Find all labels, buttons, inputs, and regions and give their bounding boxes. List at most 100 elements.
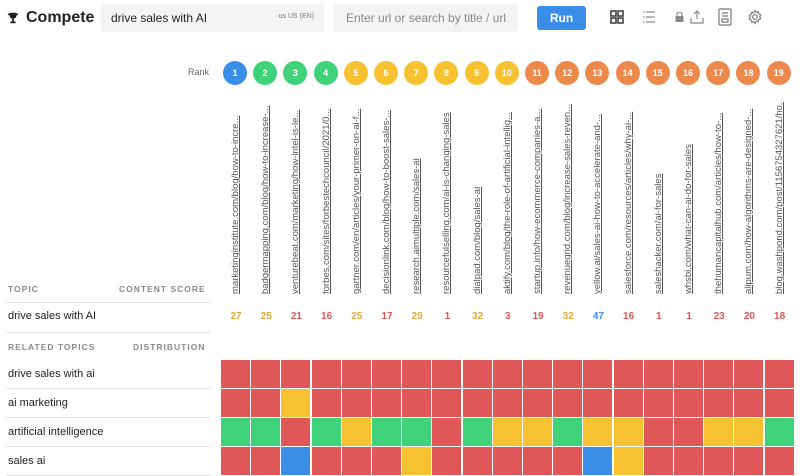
- distribution-cell[interactable]: [613, 360, 643, 388]
- rank-circle[interactable]: 10: [494, 61, 519, 85]
- distribution-cell[interactable]: [523, 360, 552, 388]
- distribution-cell[interactable]: [492, 389, 522, 417]
- distribution-cell[interactable]: [311, 418, 341, 446]
- distribution-cell[interactable]: [432, 418, 462, 446]
- rank-circle[interactable]: 11: [525, 61, 549, 85]
- export-icon[interactable]: [690, 8, 704, 26]
- distribution-cell[interactable]: [734, 389, 764, 417]
- result-url-link[interactable]: blog.washpond.com/post/1156754327621/ho.…: [773, 102, 785, 294]
- rank-circle[interactable]: 15: [645, 61, 670, 85]
- distribution-cell[interactable]: [734, 447, 764, 475]
- distribution-cell[interactable]: [341, 389, 371, 417]
- distribution-cell[interactable]: [553, 418, 583, 446]
- distribution-cell[interactable]: [221, 389, 250, 417]
- content-score-header[interactable]: CONTENT SCORE: [119, 284, 206, 294]
- result-url-link[interactable]: gartner.com/en/articles/your-primer-on-a…: [350, 108, 362, 294]
- distribution-cell[interactable]: [462, 389, 492, 417]
- distribution-cell[interactable]: [311, 360, 341, 388]
- distribution-cell[interactable]: [281, 389, 311, 417]
- distribution-cell[interactable]: [492, 418, 522, 446]
- distribution-cell[interactable]: [643, 447, 673, 475]
- distribution-cell[interactable]: [402, 418, 432, 446]
- distribution-cell[interactable]: [372, 418, 401, 446]
- locale-selector[interactable]: us US (EN): [278, 13, 314, 20]
- distribution-cell[interactable]: [372, 447, 401, 475]
- rank-circle[interactable]: 8: [434, 61, 459, 85]
- distribution-cell[interactable]: [432, 447, 462, 475]
- result-url-link[interactable]: saleshacker.com/ai-for-sales: [652, 173, 664, 294]
- distribution-cell[interactable]: [341, 360, 371, 388]
- grid-view-icon[interactable]: [610, 8, 624, 26]
- rank-circle[interactable]: 16: [676, 61, 700, 85]
- settings-icon[interactable]: [747, 8, 763, 26]
- result-url-link[interactable]: venturebeat.com/marketing/how-intel-is-l…: [290, 109, 302, 294]
- rank-circle[interactable]: 19: [766, 61, 791, 85]
- url-search-input[interactable]: [344, 10, 518, 26]
- result-url-link[interactable]: dialpad.com/blog/sales-ai: [471, 186, 483, 294]
- distribution-cell[interactable]: [764, 360, 794, 388]
- distribution-cell[interactable]: [462, 418, 492, 446]
- distribution-cell[interactable]: [341, 447, 371, 475]
- rank-circle[interactable]: 12: [555, 61, 580, 85]
- result-url-link[interactable]: aktify.com/blog/the-role-of-artificial-i…: [501, 112, 513, 294]
- rank-circle[interactable]: 4: [313, 61, 338, 85]
- distribution-cell[interactable]: [523, 389, 552, 417]
- distribution-cell[interactable]: [674, 360, 703, 388]
- distribution-cell[interactable]: [643, 360, 673, 388]
- distribution-cell[interactable]: [674, 447, 703, 475]
- distribution-cell[interactable]: [462, 360, 492, 388]
- url-search-field[interactable]: [334, 4, 518, 32]
- rank-circle[interactable]: 13: [585, 61, 610, 85]
- rank-circle[interactable]: 7: [404, 61, 429, 85]
- distribution-cell[interactable]: [221, 447, 250, 475]
- rank-circle[interactable]: 5: [343, 61, 368, 85]
- result-url-link[interactable]: badgermapping.com/blog/how-to-increase-.…: [260, 105, 272, 294]
- distribution-cell[interactable]: [402, 447, 432, 475]
- result-url-link[interactable]: forbes.com/sites/forbestechcouncil/2021/…: [320, 108, 332, 294]
- distribution-cell[interactable]: [613, 389, 643, 417]
- distribution-cell[interactable]: [583, 447, 613, 475]
- distribution-cell[interactable]: [583, 360, 613, 388]
- result-url-link[interactable]: revenuegrid.com/blog/increase-sales-reve…: [562, 103, 574, 294]
- distribution-cell[interactable]: [311, 447, 341, 475]
- distribution-cell[interactable]: [734, 418, 764, 446]
- distribution-cell[interactable]: [251, 360, 281, 388]
- distribution-header[interactable]: DISTRIBUTION: [133, 342, 206, 352]
- distribution-cell[interactable]: [734, 360, 764, 388]
- rank-circle[interactable]: 9: [464, 61, 489, 85]
- run-button[interactable]: Run: [537, 6, 586, 30]
- distribution-cell[interactable]: [523, 447, 552, 475]
- result-url-link[interactable]: yellow.ai/sales-ai-how-to-accelerate-and…: [592, 113, 604, 294]
- rank-circle[interactable]: 17: [706, 61, 731, 85]
- distribution-cell[interactable]: [462, 447, 492, 475]
- distribution-cell[interactable]: [613, 447, 643, 475]
- distribution-cell[interactable]: [372, 389, 401, 417]
- rank-circle[interactable]: 1: [223, 61, 247, 85]
- rank-circle[interactable]: 3: [283, 61, 308, 85]
- result-url-link[interactable]: salesforce.com/resources/articles/why-ai…: [622, 111, 634, 294]
- distribution-cell[interactable]: [674, 418, 703, 446]
- distribution-cell[interactable]: [704, 389, 734, 417]
- rank-circle[interactable]: 6: [374, 61, 398, 85]
- distribution-cell[interactable]: [583, 418, 613, 446]
- distribution-cell[interactable]: [613, 418, 643, 446]
- distribution-cell[interactable]: [251, 447, 281, 475]
- result-url-link[interactable]: startup.info/how-ecommerce-companies-a..…: [532, 108, 543, 294]
- distribution-cell[interactable]: [553, 360, 583, 388]
- rank-circle[interactable]: 14: [615, 61, 640, 85]
- distribution-cell[interactable]: [764, 418, 794, 446]
- distribution-cell[interactable]: [764, 447, 794, 475]
- distribution-cell[interactable]: [402, 360, 432, 388]
- distribution-cell[interactable]: [553, 447, 583, 475]
- distribution-cell[interactable]: [372, 360, 401, 388]
- rank-circle[interactable]: 18: [736, 61, 761, 85]
- distribution-cell[interactable]: [251, 418, 281, 446]
- distribution-cell[interactable]: [704, 360, 734, 388]
- result-url-link[interactable]: alipum.com/how-algorithms-are-designed-.…: [743, 108, 755, 294]
- distribution-cell[interactable]: [432, 389, 462, 417]
- distribution-cell[interactable]: [704, 447, 734, 475]
- result-url-link[interactable]: resourcefulselling.com/ai-is-changing-sa…: [441, 112, 453, 294]
- result-url-link[interactable]: decisionlink.com/blog/how-to-boost-sales…: [381, 109, 392, 294]
- result-url-link[interactable]: marketinginstitute.com/blog/how-to-incre…: [230, 115, 241, 294]
- distribution-cell[interactable]: [221, 418, 250, 446]
